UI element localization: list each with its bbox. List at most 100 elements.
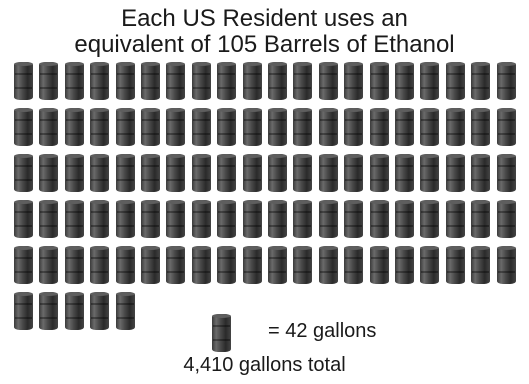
barrel-icon <box>420 108 440 146</box>
barrel-icon <box>39 154 59 192</box>
barrel-icon <box>293 200 313 238</box>
barrel-icon <box>242 246 262 284</box>
barrel-icon <box>268 246 287 284</box>
barrel-icon <box>64 154 84 192</box>
barrel-icon <box>344 62 364 100</box>
barrel-icon <box>166 246 186 284</box>
barrel-icon <box>115 154 135 192</box>
barrel-icon <box>420 62 440 100</box>
barrel-icon <box>39 62 59 100</box>
barrel-icon <box>318 200 338 238</box>
barrel-icon <box>242 62 262 100</box>
barrel-icon <box>318 246 338 284</box>
barrel-icon <box>166 200 186 238</box>
barrel-icon <box>141 200 160 238</box>
barrel-icon <box>90 154 110 192</box>
barrel-icon <box>217 200 237 238</box>
barrel-icon <box>217 62 237 100</box>
legend-barrel-icon <box>212 314 231 352</box>
barrel-icon <box>14 154 33 192</box>
barrel-icon <box>369 108 389 146</box>
barrel-icon <box>217 108 237 146</box>
barrel-icon <box>293 154 313 192</box>
barrel-icon <box>344 108 364 146</box>
barrel-icon <box>64 246 84 284</box>
barrel-icon <box>115 62 135 100</box>
barrel-icon <box>191 246 211 284</box>
barrel-icon <box>64 200 84 238</box>
barrel-icon <box>471 154 491 192</box>
barrel-icon <box>90 292 110 330</box>
total-gallons-label: 4,410 gallons total <box>183 354 346 376</box>
barrel-icon <box>445 200 465 238</box>
barrel-icon <box>64 292 84 330</box>
barrel-icon <box>166 108 186 146</box>
barrel-icon <box>318 62 338 100</box>
barrel-icon <box>395 108 414 146</box>
barrel-icon <box>39 108 59 146</box>
barrel-icon <box>293 62 313 100</box>
barrel-icon <box>496 200 516 238</box>
barrel-icon <box>496 62 516 100</box>
barrel-icon <box>217 246 237 284</box>
barrel-icon <box>90 108 110 146</box>
barrel-icon <box>344 246 364 284</box>
barrel-icon <box>191 200 211 238</box>
barrel-icon <box>141 246 160 284</box>
barrel-icon <box>471 108 491 146</box>
barrel-icon <box>166 62 186 100</box>
barrel-icon <box>318 108 338 146</box>
barrel-icon <box>242 108 262 146</box>
barrel-icon <box>115 292 135 330</box>
barrel-icon <box>115 200 135 238</box>
barrel-icon <box>14 200 33 238</box>
barrel-icon <box>395 62 414 100</box>
barrel-icon <box>268 62 287 100</box>
title-line-2: equivalent of 105 Barrels of Ethanol <box>74 31 455 58</box>
barrel-icon <box>445 246 465 284</box>
barrel-icon <box>141 108 160 146</box>
barrel-icon <box>90 200 110 238</box>
barrel-icon <box>293 108 313 146</box>
barrel-icon <box>471 246 491 284</box>
barrel-icon <box>268 200 287 238</box>
barrel-icon <box>344 200 364 238</box>
barrel-icon <box>420 200 440 238</box>
barrel-icon <box>293 246 313 284</box>
barrel-icon <box>191 108 211 146</box>
barrel-icon <box>496 246 516 284</box>
barrel-icon <box>64 108 84 146</box>
barrel-icon <box>369 62 389 100</box>
barrel-icon <box>496 154 516 192</box>
barrel-icon <box>445 62 465 100</box>
barrel-icon <box>39 200 59 238</box>
barrel-icon <box>14 108 33 146</box>
barrel-icon <box>141 154 160 192</box>
barrel-icon <box>115 246 135 284</box>
barrel-icon <box>268 154 287 192</box>
barrel-icon <box>496 108 516 146</box>
barrel-icon <box>344 154 364 192</box>
barrel-icon <box>395 154 414 192</box>
barrel-icon <box>242 200 262 238</box>
barrel-icon <box>90 62 110 100</box>
barrel-icon <box>471 62 491 100</box>
legend-label: = 42 gallons <box>268 320 377 342</box>
barrel-icon <box>395 246 414 284</box>
barrel-icon <box>14 62 33 100</box>
barrel-icon <box>90 246 110 284</box>
barrel-icon <box>445 108 465 146</box>
barrel-icon <box>39 246 59 284</box>
barrel-icon <box>242 154 262 192</box>
title-line-1: Each US Resident uses an <box>121 5 408 32</box>
barrel-icon <box>395 200 414 238</box>
barrel-icon <box>420 154 440 192</box>
barrel-icon <box>166 154 186 192</box>
barrel-icon <box>268 108 287 146</box>
barrel-icon <box>64 62 84 100</box>
barrel-icon <box>141 62 160 100</box>
barrel-icon <box>191 62 211 100</box>
barrel-icon <box>115 108 135 146</box>
barrel-icon <box>445 154 465 192</box>
barrel-pictogram-grid <box>14 62 524 337</box>
